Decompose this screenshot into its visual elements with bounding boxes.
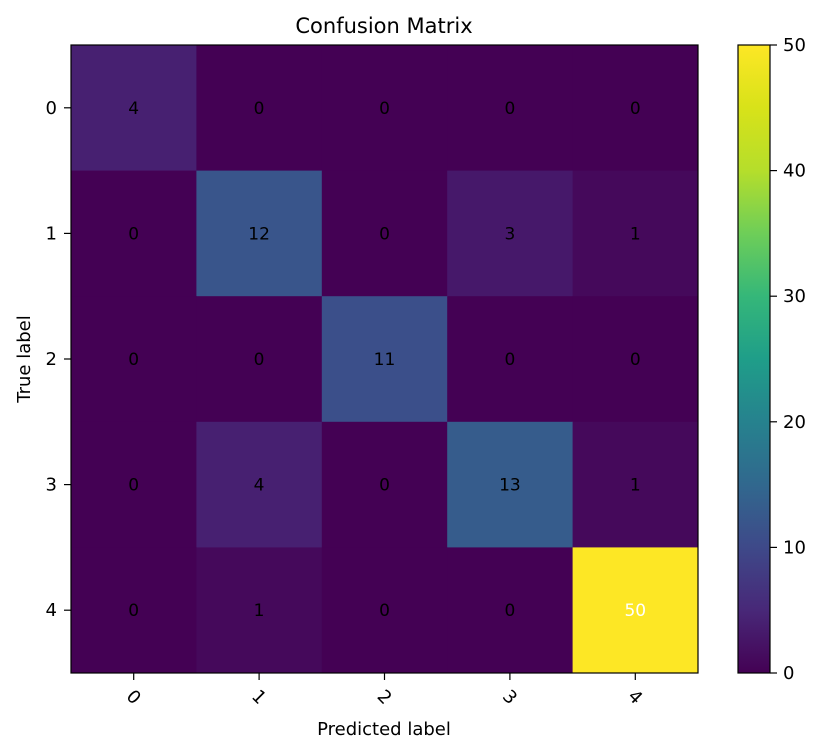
heatmap-cell bbox=[321, 296, 448, 423]
x-tick-label: 4 bbox=[623, 686, 646, 709]
cell-value-label: 12 bbox=[248, 224, 270, 244]
cell-value-label: 1 bbox=[630, 224, 641, 244]
x-tick-label: 1 bbox=[247, 686, 270, 709]
cell-value-label: 0 bbox=[504, 601, 515, 621]
cell-value-label: 0 bbox=[379, 99, 390, 119]
y-tick-label: 2 bbox=[46, 349, 57, 370]
heatmap-cell bbox=[572, 547, 699, 674]
heatmap-cells bbox=[71, 45, 699, 674]
heatmap-cell bbox=[447, 170, 574, 297]
heatmap-cell bbox=[71, 45, 197, 172]
heatmap-cell bbox=[321, 547, 448, 674]
cell-value-label: 0 bbox=[128, 476, 139, 496]
heatmap-cell-labels: 4 0 0 0 0 0 12 0 3 1 0 0 11 0 0 0 4 0 13 1 0 1 0 0 50 bbox=[128, 99, 646, 621]
colorbar-tick-label: 10 bbox=[783, 537, 806, 558]
y-axis-label: True label bbox=[14, 315, 35, 404]
x-axis-ticks: 0 1 2 3 4 bbox=[122, 673, 646, 709]
cell-value-label: 0 bbox=[379, 476, 390, 496]
y-tick-label: 3 bbox=[46, 475, 57, 496]
x-tick-label: 2 bbox=[373, 686, 396, 709]
cell-value-label: 0 bbox=[254, 350, 265, 370]
cell-value-label: 0 bbox=[128, 224, 139, 244]
cell-value-label: 0 bbox=[128, 601, 139, 621]
cell-value-label: 0 bbox=[379, 224, 390, 244]
cell-value-label: 13 bbox=[499, 476, 521, 496]
heatmap-cell bbox=[321, 421, 448, 548]
y-tick-label: 4 bbox=[46, 600, 57, 621]
x-tick-label: 3 bbox=[498, 686, 521, 709]
heatmap-cell bbox=[71, 547, 197, 674]
chart-title: Confusion Matrix bbox=[295, 14, 472, 38]
heatmap-cell bbox=[572, 170, 699, 297]
heatmap-cell bbox=[447, 547, 574, 674]
cell-value-label: 0 bbox=[128, 350, 139, 370]
cell-value-label: 1 bbox=[254, 601, 265, 621]
heatmap-cell bbox=[196, 170, 323, 297]
colorbar-tick-label: 30 bbox=[783, 286, 806, 307]
cell-value-label: 0 bbox=[504, 350, 515, 370]
heatmap-cell bbox=[71, 296, 197, 423]
heatmap-cell bbox=[321, 45, 448, 172]
cell-value-label: 3 bbox=[504, 224, 515, 244]
colorbar-tick-label: 40 bbox=[783, 161, 806, 182]
colorbar-tick-label: 20 bbox=[783, 412, 806, 433]
y-axis-ticks: 0 1 2 3 4 bbox=[46, 98, 71, 621]
cell-value-label: 1 bbox=[630, 476, 641, 496]
heatmap-cell bbox=[447, 296, 574, 423]
cell-value-label: 0 bbox=[379, 601, 390, 621]
cell-value-label: 0 bbox=[254, 99, 265, 119]
heatmap-cell bbox=[572, 421, 699, 548]
heatmap-cell bbox=[447, 45, 574, 172]
cell-value-label: 0 bbox=[630, 99, 641, 119]
heatmap-cell bbox=[196, 421, 323, 548]
heatmap-cell bbox=[447, 421, 574, 548]
heatmap-cell bbox=[196, 296, 323, 423]
heatmap-cell bbox=[196, 547, 323, 674]
heatmap-cell bbox=[196, 45, 323, 172]
heatmap-cell bbox=[321, 170, 448, 297]
cell-value-label: 4 bbox=[254, 476, 265, 496]
cell-value-label: 50 bbox=[624, 601, 646, 621]
x-tick-label: 0 bbox=[122, 686, 145, 709]
cell-value-label: 11 bbox=[374, 350, 396, 370]
cell-value-label: 0 bbox=[504, 99, 515, 119]
x-axis-label: Predicted label bbox=[317, 719, 451, 740]
heatmap-cell bbox=[71, 421, 197, 548]
y-tick-label: 1 bbox=[46, 223, 57, 244]
colorbar-gradient bbox=[737, 44, 771, 674]
heatmap-cell bbox=[71, 170, 197, 297]
y-tick-label: 0 bbox=[46, 98, 57, 119]
heatmap-cell bbox=[572, 296, 699, 423]
colorbar-ticks: 0 10 20 30 40 50 bbox=[770, 35, 806, 684]
cell-value-label: 4 bbox=[128, 99, 139, 119]
heatmap-cell bbox=[572, 45, 699, 172]
colorbar-tick-label: 50 bbox=[783, 35, 806, 56]
colorbar: 0 10 20 30 40 50 bbox=[737, 35, 806, 684]
colorbar-tick-label: 0 bbox=[783, 663, 794, 684]
cell-value-label: 0 bbox=[630, 350, 641, 370]
